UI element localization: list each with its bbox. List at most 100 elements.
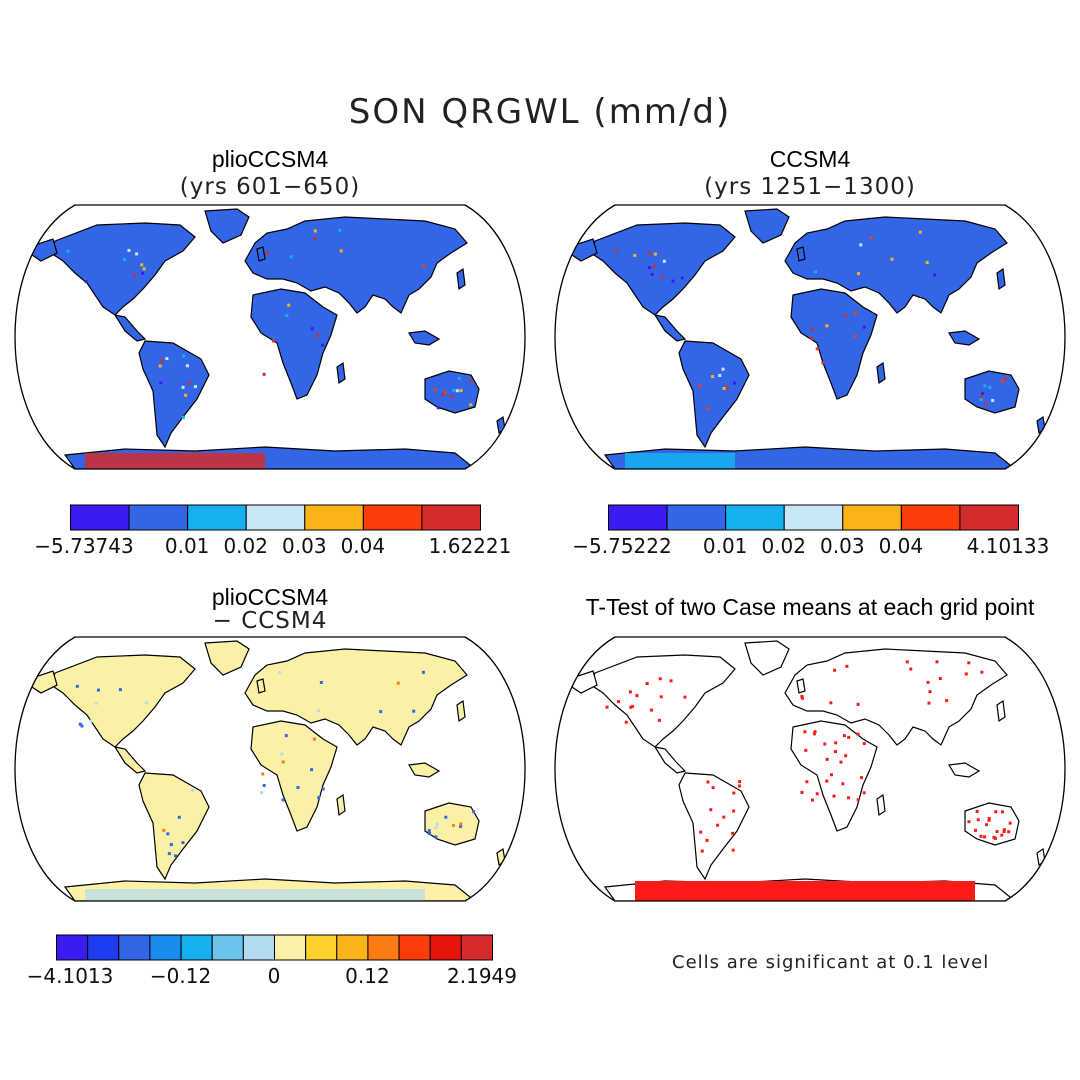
- grid-cell: [1004, 377, 1008, 381]
- colorbar-tick-label: 0.04: [340, 534, 386, 558]
- grid-cell: [979, 397, 983, 401]
- colorbar-swatch: [900, 504, 961, 531]
- grid-cell: [925, 260, 929, 264]
- map-border: [554, 636, 1066, 902]
- grid-cell: [289, 255, 293, 259]
- grid-cell: [422, 264, 426, 268]
- grid-cell: [658, 677, 662, 681]
- grid-cell: [321, 343, 325, 347]
- grid-cell: [434, 835, 438, 839]
- grid-cell: [1007, 830, 1011, 834]
- continent-southAmerica: [138, 340, 210, 449]
- grid-cell: [166, 832, 170, 836]
- grid-cell: [812, 732, 816, 736]
- grid-cell: [315, 333, 319, 337]
- grid-cell: [628, 690, 632, 694]
- grid-cell: [839, 760, 843, 764]
- grid-cell: [181, 841, 185, 845]
- colorbar-swatch: [666, 504, 727, 531]
- grid-cell: [890, 257, 894, 261]
- grid-cell: [823, 742, 827, 746]
- grid-cell: [339, 249, 343, 253]
- grid-cell: [683, 695, 687, 699]
- antarctic-band: [85, 453, 265, 469]
- grid-cell: [459, 822, 463, 826]
- colorbar-swatch: [87, 934, 120, 961]
- colorbar-tick-label: 0.04: [878, 534, 924, 558]
- grid-cell: [994, 810, 998, 814]
- colorbar-swatch: [783, 504, 844, 531]
- grid-cell: [699, 830, 703, 834]
- continent-japan: [996, 699, 1006, 723]
- grid-cell: [434, 826, 438, 830]
- grid-cell: [927, 701, 931, 705]
- continent-eurasia: [244, 648, 468, 746]
- grid-cell: [1000, 379, 1004, 383]
- grid-cell: [698, 383, 702, 387]
- grid-cell: [262, 372, 266, 376]
- colorbar-tick-label: 4.10133: [966, 534, 1050, 558]
- continent-southAmerica: [138, 772, 210, 881]
- significance-note: Cells are significant at 0.1 level: [672, 952, 990, 973]
- grid-cell: [310, 768, 314, 772]
- continent-southAmerica: [678, 340, 750, 449]
- continent-northAmerica: [50, 654, 196, 748]
- grid-cell: [451, 823, 455, 827]
- continent-australia: [424, 370, 480, 414]
- grid-cell: [859, 243, 863, 247]
- grid-cell: [285, 314, 289, 318]
- grid-cell: [617, 700, 621, 704]
- grid-cell: [649, 708, 653, 712]
- colorbar-swatch: [367, 934, 400, 961]
- panel-ttest: T-Test of two Case means at each grid po…: [540, 578, 1080, 1078]
- colorbar-swatch: [842, 504, 902, 531]
- panel-subtitle: − CCSM4: [212, 608, 328, 634]
- grid-cell: [706, 407, 710, 411]
- grid-cell: [1008, 821, 1012, 825]
- grid-cell: [435, 822, 439, 826]
- colorbar-tick-label: 2.1949: [447, 964, 517, 988]
- panel-difference: plioCCSM4 − CCSM4: [0, 578, 540, 1078]
- grid-cell: [909, 667, 913, 671]
- grid-cell: [272, 339, 276, 343]
- grid-cell: [975, 809, 979, 813]
- colorbar-swatch: [362, 504, 423, 531]
- colorbar-swatch: [211, 934, 244, 961]
- grid-cell: [725, 385, 729, 389]
- colorbar-swatch: [421, 504, 481, 531]
- grid-cell: [472, 810, 476, 814]
- grid-cell: [160, 359, 164, 363]
- continent-africa: [790, 720, 878, 832]
- grid-cell: [814, 270, 818, 274]
- grid-cell: [918, 230, 922, 234]
- grid-cell: [433, 388, 437, 392]
- grid-cell: [862, 791, 866, 795]
- grid-cell: [338, 228, 342, 232]
- grid-cell: [869, 235, 873, 239]
- grid-cell: [731, 848, 735, 852]
- grid-cell: [732, 791, 736, 795]
- continent-greenland: [204, 640, 250, 676]
- colorbar-swatch: [118, 934, 151, 961]
- grid-cell: [983, 384, 987, 388]
- grid-cell: [847, 735, 851, 739]
- colorbar-swatch: [429, 934, 462, 961]
- colorbar-swatch: [959, 504, 1019, 531]
- grid-cell: [964, 672, 968, 676]
- map-border: [554, 204, 1066, 470]
- grid-cell: [78, 722, 82, 726]
- continent-northAmerica: [50, 222, 196, 316]
- grid-cell: [181, 415, 185, 419]
- grid-cell: [261, 772, 265, 776]
- grid-cell: [635, 694, 639, 698]
- grid-cell: [66, 249, 70, 253]
- grid-cell: [721, 367, 725, 371]
- grid-cell: [177, 815, 181, 819]
- grid-cell: [118, 688, 122, 692]
- grid-cell: [680, 276, 684, 280]
- grid-cell: [992, 835, 996, 839]
- grid-cell: [287, 303, 291, 307]
- grid-cell: [173, 854, 177, 858]
- grid-cell: [804, 748, 808, 752]
- colorbar-swatch: [242, 934, 276, 961]
